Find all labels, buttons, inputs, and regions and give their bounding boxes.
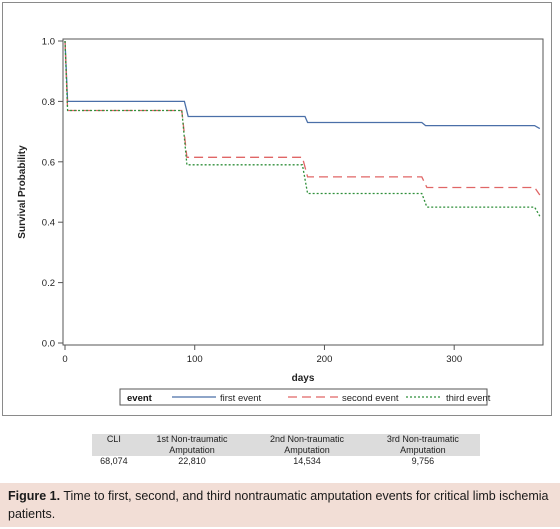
- x-tick-label: 0: [62, 354, 67, 365]
- header-first-amputation: 1st Non-traumatic Amputation: [135, 434, 249, 456]
- series-line-3: [64, 40, 541, 217]
- cell-second: 14,534: [293, 456, 321, 466]
- y-tick-label: 0.4: [42, 218, 55, 229]
- y-tick-label: 0.0: [42, 339, 55, 350]
- x-axis-label: days: [292, 373, 315, 384]
- x-tick-label: 300: [446, 354, 462, 365]
- x-tick-label: 200: [317, 354, 333, 365]
- y-tick-label: 0.6: [42, 157, 55, 168]
- y-tick-label: 0.2: [42, 278, 55, 289]
- legend-label-3: third event: [446, 393, 491, 404]
- figure-frame: 0.0 0.2 0.4 0.6 0.8 1.0 0 100 200 300 Survival Pro…: [2, 2, 552, 416]
- y-axis-label: Survival Probability: [17, 145, 28, 239]
- cell-third: 9,756: [411, 456, 435, 466]
- survival-chart: 0.0 0.2 0.4 0.6 0.8 1.0 0 100 200 300 Survival Pro…: [17, 37, 544, 406]
- table-row: 68,074 22,810 14,534 9,756: [92, 456, 480, 467]
- caption-text: Time to first, second, and third nontrau…: [8, 489, 549, 521]
- legend-label-1: first event: [220, 393, 262, 404]
- plot-area: [62, 38, 544, 346]
- y-tick-label: 0.8: [42, 97, 55, 108]
- figure-caption: Figure 1. Time to first, second, and thi…: [0, 483, 560, 527]
- series-line-1: [64, 40, 541, 130]
- cell-first: 22,810: [178, 456, 206, 466]
- header-second-amputation: 2nd Non-traumatic Amputation: [248, 434, 366, 456]
- header-cli: CLI: [92, 434, 136, 456]
- cell-cli: 68,074: [100, 456, 128, 466]
- series-line-2: [64, 40, 541, 196]
- legend-title: event: [127, 393, 153, 404]
- y-tick-label: 1.0: [42, 37, 55, 48]
- caption-label: Figure 1.: [8, 489, 61, 503]
- counts-table: CLI 1st Non-traumatic Amputation 2nd Non-…: [92, 434, 480, 467]
- legend-label-2: second event: [342, 393, 399, 404]
- header-third-amputation: 3rd Non-traumatic Amputation: [365, 434, 480, 456]
- table-header-row: CLI 1st Non-traumatic Amputation 2nd Non-…: [92, 434, 480, 456]
- x-tick-label: 100: [187, 354, 203, 365]
